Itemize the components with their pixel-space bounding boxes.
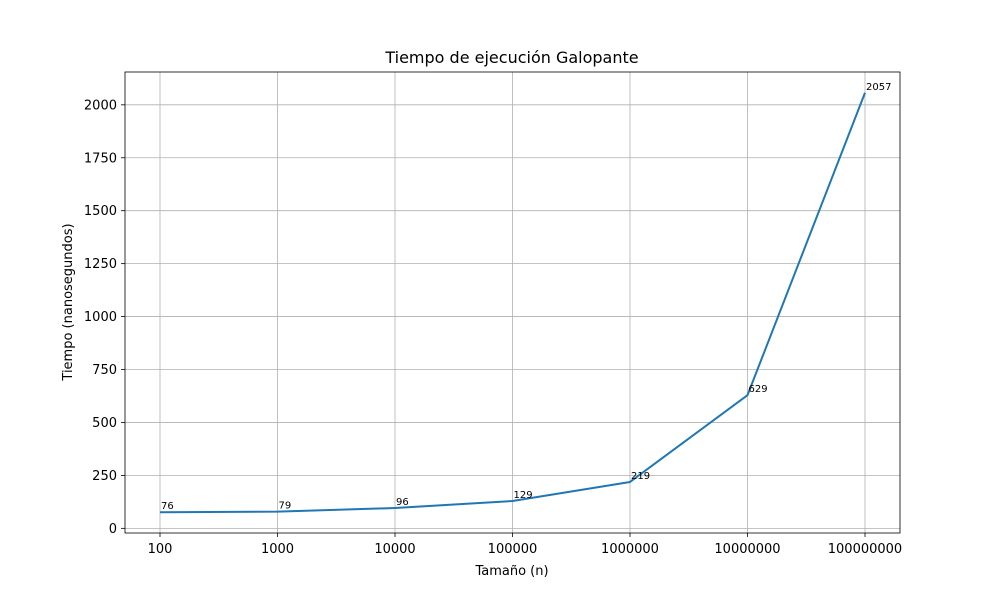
x-tick-label: 10000 xyxy=(374,542,415,557)
y-tick-label: 500 xyxy=(92,416,117,431)
x-tick-label: 100 xyxy=(148,542,173,557)
series-line xyxy=(159,92,866,514)
data-label: 79 xyxy=(279,501,292,512)
y-axis-ticks: 0 250 500 750 1000 1250 1500 1750 2000 xyxy=(84,98,125,537)
x-tick-label: 100000 xyxy=(488,542,538,557)
y-tick-label: 1500 xyxy=(84,204,117,219)
data-label: 76 xyxy=(161,501,174,512)
y-tick-label: 1750 xyxy=(84,151,117,166)
x-axis-ticks: 100 1000 10000 100000 1000000 10000000 1000000… xyxy=(148,533,902,557)
x-tick-label: 100000000 xyxy=(828,542,902,557)
y-tick-label: 1000 xyxy=(84,310,117,325)
y-tick-label: 0 xyxy=(109,522,117,537)
x-tick-label: 1000 xyxy=(261,542,294,557)
y-tick-label: 750 xyxy=(92,363,117,378)
data-labels: 76 79 96 129 219 629 2057 xyxy=(161,82,891,512)
chart-title: Tiempo de ejecución Galopante xyxy=(384,48,638,67)
x-tick-label: 1000000 xyxy=(601,542,659,557)
x-axis-label: Tamaño (n) xyxy=(474,564,548,579)
y-axis-label: Tiempo (nanosegundos) xyxy=(61,223,76,381)
series-layer xyxy=(159,92,866,514)
data-label: 219 xyxy=(631,471,650,482)
data-label: 129 xyxy=(514,490,533,501)
data-label: 2057 xyxy=(866,82,891,93)
data-label: 96 xyxy=(396,497,409,508)
x-tick-label: 10000000 xyxy=(714,542,780,557)
y-tick-label: 1250 xyxy=(84,257,117,272)
data-label: 629 xyxy=(749,384,768,395)
y-tick-label: 2000 xyxy=(84,98,117,113)
y-tick-label: 250 xyxy=(92,469,117,484)
grid xyxy=(125,72,900,533)
